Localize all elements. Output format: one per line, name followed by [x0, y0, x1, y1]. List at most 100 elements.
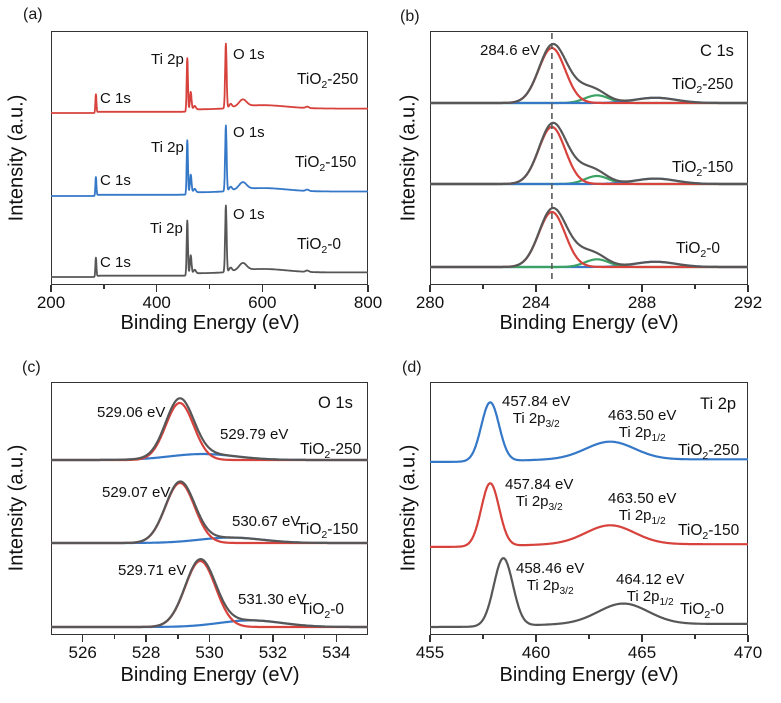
annotation-line: 531.30 eV — [238, 591, 307, 608]
x-tick-minor — [482, 635, 484, 639]
peak-annotation: 463.50 eV Ti 2p1/2 — [608, 490, 676, 528]
annotation-line: 463.50 eV — [608, 490, 677, 507]
annotation-line: 463.50 eV — [608, 407, 677, 424]
x-tick-major — [747, 635, 749, 642]
x-tick-major — [535, 285, 537, 292]
x-tick-major — [367, 285, 369, 292]
x-tick-minor — [588, 635, 590, 639]
plot-frame-d — [430, 382, 748, 635]
peak-annotation: C 1s — [100, 90, 131, 107]
x-tick-minor — [113, 635, 116, 639]
spectra-svg-c — [51, 397, 368, 629]
peak-annotation: 529.06 eV — [97, 404, 165, 421]
x-tick-label: 465 — [627, 643, 657, 662]
x-tick-major — [429, 635, 431, 642]
spectra-svg-d — [430, 401, 748, 629]
x-tick-major — [535, 635, 537, 642]
x-tick-minor — [103, 285, 105, 289]
peak-annotation: Ti 2p — [151, 51, 184, 68]
x-tick-label: 284 — [521, 293, 551, 312]
panel-b-corner-label: C 1s — [700, 42, 734, 60]
peak-annotation: 529.71 eV — [118, 562, 186, 579]
annotation-line: O 1s — [233, 206, 265, 223]
annotation-line: Ti 2p1/2 — [618, 507, 666, 528]
x-tick-label: 455 — [415, 643, 445, 662]
x-tick-major — [641, 635, 643, 642]
x-tick-minor — [177, 635, 179, 639]
x-tick-label: 288 — [627, 293, 657, 312]
x-tick-label: 800 — [353, 293, 383, 312]
series-label-tio2-0: TiO2-0 — [676, 240, 721, 261]
x-tick-major — [272, 635, 274, 642]
series-label-tio2-150: TiO2-150 — [678, 522, 740, 543]
annotation-line: Ti 2p1/2 — [626, 588, 674, 609]
peak-annotation: C 1s — [100, 172, 131, 189]
x-tick-major — [81, 635, 84, 642]
annotation-line: 529.07 eV — [102, 484, 171, 501]
panel-annotation: 284.6 eV — [480, 42, 540, 59]
series-label-tio2-150: TiO2-150 — [297, 521, 359, 542]
x-tick-major — [335, 635, 338, 642]
x-tick-label: 528 — [131, 643, 161, 662]
x-tick-label: 534 — [322, 643, 351, 662]
x-tick-minor — [694, 285, 696, 289]
annotation-line: C 1s — [100, 90, 131, 107]
peak-annotation: O 1s — [233, 206, 265, 223]
x-tick-minor — [240, 635, 242, 639]
annotation-line: 284.6 eV — [480, 42, 541, 59]
peak-annotation: 464.12 eV Ti 2p1/2 — [616, 571, 684, 609]
x-tick-major — [429, 285, 431, 292]
annotation-line: Ti 2p1/2 — [618, 424, 666, 445]
x-tick-major — [641, 285, 643, 292]
peak-annotation: O 1s — [233, 124, 265, 141]
panel-b-y-axis-label: Intensity (a.u.) — [397, 94, 420, 222]
annotation-line: Ti 2p3/2 — [512, 410, 560, 431]
peak-annotation: 458.46 eV Ti 2p3/2 — [516, 560, 584, 598]
peak-annotation: 457.84 eV Ti 2p3/2 — [505, 476, 573, 514]
x-tick-minor — [588, 285, 590, 289]
series-label-tio2-150: TiO2-150 — [672, 159, 734, 180]
x-tick-minor — [314, 285, 316, 289]
curve-d-0-blue — [430, 401, 748, 463]
peak-annotation: O 1s — [233, 46, 265, 63]
peak-annotation: 457.84 eV Ti 2p3/2 — [502, 393, 570, 431]
annotation-line: O 1s — [233, 124, 265, 141]
peak-annotation: 529.07 eV — [102, 484, 170, 501]
panel-b-x-axis-label: Binding Energy (eV) — [499, 312, 679, 334]
peak-annotation: 531.30 eV — [238, 591, 306, 608]
curve-a-2-gray — [51, 204, 368, 278]
annotation-line: 457.84 eV — [505, 476, 574, 493]
series-label-tio2-0: TiO2-0 — [680, 601, 725, 622]
annotation-line: Ti 2p — [151, 139, 184, 156]
panel-b-tag: (b) — [400, 8, 420, 25]
curve-b-2-gray — [430, 206, 748, 269]
x-tick-label: 400 — [142, 293, 171, 312]
annotation-line: 464.12 eV — [616, 571, 685, 588]
series-label-tio2-0: TiO2-0 — [300, 601, 345, 622]
annotation-line: Ti 2p — [150, 220, 183, 237]
x-tick-minor — [482, 285, 484, 289]
x-tick-label: 532 — [258, 643, 288, 662]
series-label-tio2-250: TiO2-250 — [678, 442, 740, 463]
annotation-line: C 1s — [100, 254, 131, 271]
peak-annotation: 530.67 eV — [232, 513, 300, 530]
curve-b-0-gray — [430, 42, 748, 105]
annotation-line: 457.84 eV — [502, 393, 571, 410]
x-tick-label: 292 — [733, 293, 763, 312]
panel-c-x-axis-label: Binding Energy (eV) — [120, 664, 300, 686]
curve-c-2-gray — [51, 558, 368, 629]
peak-annotation: Ti 2p — [150, 220, 183, 237]
x-tick-major — [145, 635, 147, 642]
series-label-tio2-250: TiO2-250 — [297, 71, 359, 92]
x-tick-label: 200 — [36, 293, 66, 312]
annotation-line: 529.79 eV — [220, 426, 289, 443]
panel-c-tag: (c) — [22, 359, 41, 376]
x-tick-minor — [208, 285, 211, 289]
plot-frame-b — [430, 31, 748, 285]
panel-d-x-axis-label: Binding Energy (eV) — [499, 664, 679, 686]
plot-frame-a — [51, 31, 368, 285]
curve-b-1-gray — [430, 121, 748, 186]
x-tick-label: 600 — [248, 293, 277, 312]
x-tick-major — [208, 635, 211, 642]
